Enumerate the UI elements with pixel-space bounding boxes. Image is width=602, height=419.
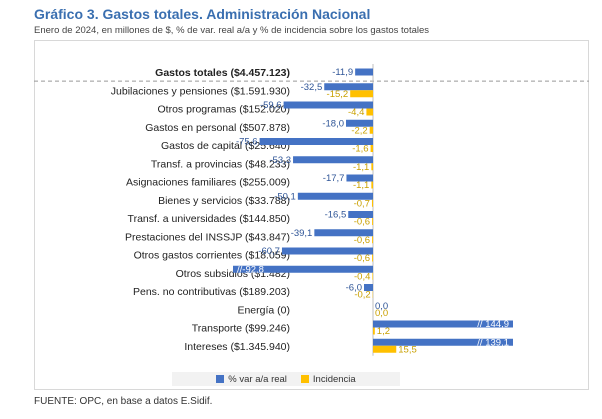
inc-value-label: -0,6 [354,217,370,228]
inc-bar [372,218,373,225]
inc-bar [373,345,397,353]
var-value-label: -11,9 [332,67,353,78]
var-bar [314,229,373,237]
var-bar [348,211,373,218]
inc-value-label: -0,7 [354,198,370,209]
inc-bar [350,90,373,98]
legend-swatch-inc [300,375,309,383]
var-bar [297,192,373,200]
var-bar [346,119,373,127]
var-value-label: -18,0 [322,118,344,129]
var-value-label: -75,6 [236,137,258,148]
var-value-label: -60,7 [258,246,280,257]
var-value-label: -39,1 [291,228,313,239]
var-value-label: -50,1 [274,191,296,202]
var-value-label: -32,5 [301,82,323,93]
inc-bar [372,272,373,280]
var-bar [355,68,373,76]
inc-value-label: 1,2 [377,326,390,337]
inc-value-label: -0,6 [354,235,370,246]
category-label: Jubilaciones y pensiones ($1.591.930) [111,85,290,97]
inc-value-label: -2,2 [351,125,367,136]
var-bar [259,138,373,145]
category-label: Transf. a provincias ($48.233) [151,158,290,170]
var-bar [233,265,373,273]
inc-value-label: -1,6 [352,144,368,155]
category-label: Prestaciones del INSSJP ($43.847) [125,231,290,243]
inc-bar [372,236,373,244]
category-label: Transf. a universidades ($144.850) [128,213,290,225]
var-bar [281,247,373,255]
category-label: Gastos totales ($4.457.123) [155,67,290,79]
inc-value-label: 0,0 [375,308,388,319]
legend-label-inc: Incidencia [312,373,356,385]
var-value-label: -59,6 [260,100,282,111]
inc-bar [371,199,373,207]
inc-bar [371,181,373,189]
chart-title: Gráfico 3. Gastos totales. Administració… [34,6,371,22]
legend-item-var: % var a/a real [216,374,287,385]
category-label: Gastos de capital ($25.640) [161,140,290,152]
chart-subtitle: Enero de 2024, en millones de $, % de va… [34,25,430,36]
category-label: Asignaciones familiares ($255.009) [126,177,290,189]
var-bar [364,284,373,291]
category-label: Intereses ($1.345.940) [184,341,290,353]
var-value-label: -16,5 [325,210,347,221]
inc-value-label: -1,1 [353,180,369,191]
category-label: Energía (0) [237,304,290,316]
var-bar [283,101,373,109]
legend-label-var: % var a/a real [228,373,287,385]
inc-bar [372,254,373,262]
inc-bar [370,145,373,152]
legend-item-inc: Incidencia [300,373,356,385]
var-bar [346,174,373,182]
inc-value-label: -0,4 [354,271,370,282]
inc-value-label: 15,5 [398,344,417,355]
var-bar [373,320,513,328]
inc-bar [371,163,373,171]
category-label: Otros gastos corrientes ($18.059) [134,250,290,262]
category-label: Gastos en personal ($507.878) [145,122,290,134]
category-label: Otros programas ($152.020) [158,104,290,116]
var-value-label: // 139,1 [477,337,509,348]
inc-bar [369,126,373,134]
inc-bar [366,108,373,116]
var-value-label: -17,7 [323,173,345,184]
inc-value-label: -1,1 [353,162,369,173]
source-note: FUENTE: OPC, en base a datos E.Sidif. [34,396,213,407]
var-bar [324,83,373,91]
category-label: Bienes y servicios ($33.788) [158,195,290,207]
inc-value-label: -15,2 [327,89,349,100]
chart-frame [34,40,589,390]
var-bar [293,156,373,164]
legend-swatch-var [216,375,225,383]
category-label: Transporte ($99.246) [192,323,290,335]
var-value-label: 0,0 [375,301,388,312]
var-value-label: -6,0 [346,283,362,294]
var-value-label: // 144,9 [477,319,509,330]
chart-legend: % var a/a real Incidencia [172,372,400,386]
var-value-label: -53,3 [269,155,291,166]
inc-bar [373,327,375,335]
inc-value-label: -4,4 [348,107,364,118]
var-bar [373,338,513,346]
inc-value-label: -0,6 [354,253,370,264]
category-label: Pens. no contributivas ($189.203) [133,286,290,298]
inc-value-label: -0,2 [354,290,370,301]
var-value-label: //-92,8 [237,264,264,275]
